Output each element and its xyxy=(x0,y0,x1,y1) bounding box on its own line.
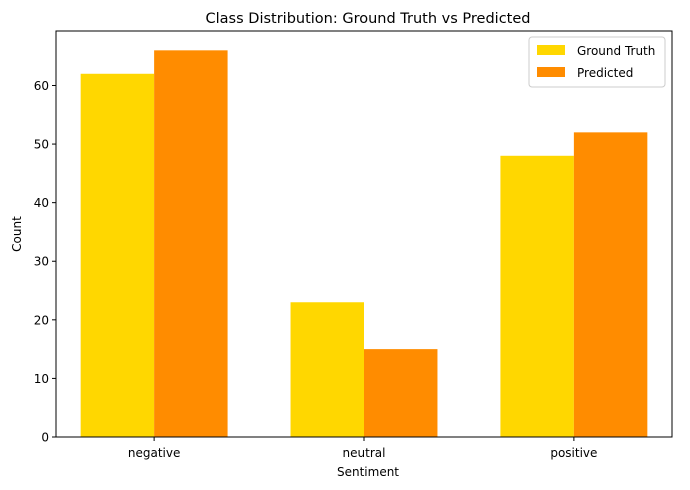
y-tick-label: 50 xyxy=(34,138,49,152)
y-tick-label: 0 xyxy=(41,431,49,445)
legend-swatch-ground-truth xyxy=(537,45,565,55)
x-axis-label: Sentiment xyxy=(337,465,399,479)
chart-title: Class Distribution: Ground Truth vs Pred… xyxy=(206,11,531,27)
y-tick-label: 10 xyxy=(34,372,49,386)
bars-layer xyxy=(80,50,648,438)
x-tick-label-negative: negative xyxy=(128,446,180,460)
legend-label-predicted: Predicted xyxy=(577,66,633,80)
legend-swatch-predicted xyxy=(537,67,565,77)
bar-predicted-negative xyxy=(154,50,228,437)
x-axis: negative neutral positive xyxy=(128,437,597,460)
y-axis-label: Count xyxy=(10,216,24,252)
bar-ground-truth-positive xyxy=(500,155,574,438)
bar-predicted-neutral xyxy=(364,349,438,437)
plot-frame xyxy=(55,30,673,438)
y-tick-label: 20 xyxy=(34,313,49,327)
y-tick-label: 60 xyxy=(34,79,49,93)
y-axis: 0 10 20 30 40 50 60 xyxy=(34,79,56,445)
bar-ground-truth-neutral xyxy=(290,302,364,437)
bar-predicted-positive xyxy=(573,132,648,437)
legend-label-ground-truth: Ground Truth xyxy=(577,44,655,58)
y-tick-label: 40 xyxy=(34,196,49,210)
bar-ground-truth-negative xyxy=(80,73,155,438)
x-tick-label-neutral: neutral xyxy=(343,446,386,460)
legend: Ground Truth Predicted xyxy=(528,36,666,88)
x-tick-label-positive: positive xyxy=(550,446,597,460)
y-tick-label: 30 xyxy=(34,255,49,269)
